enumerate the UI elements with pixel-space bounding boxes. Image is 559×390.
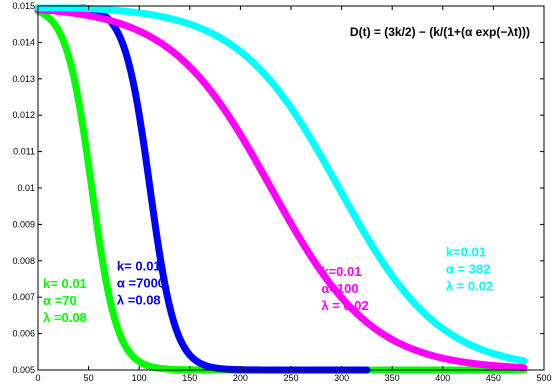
y-tick-label: 0.008 xyxy=(12,256,35,266)
annotations-layer: k= 0.01 α =70 λ =0.08 k= 0.01 α =7000 λ =0.08… xyxy=(43,244,493,325)
series-4-annotation-line: λ = 0.02 xyxy=(446,278,493,293)
x-tick-label: 450 xyxy=(486,373,501,383)
y-tick-label: 0.009 xyxy=(12,219,35,229)
x-tick-label: 250 xyxy=(283,373,298,383)
y-tick-label: 0.015 xyxy=(12,1,35,11)
x-tick-label: 400 xyxy=(435,373,450,383)
y-tick-label: 0.014 xyxy=(12,37,35,47)
series-2-annotation-line: α =7000 xyxy=(117,276,165,291)
y-tick-label: 0.007 xyxy=(12,292,35,302)
x-tick-label: 50 xyxy=(84,373,94,383)
axes-layer: 0 50 100 150 200 250 300 350 400 450 500 0.005 0.006… xyxy=(12,1,551,383)
series-4-annotation-line: α = 382 xyxy=(446,261,491,276)
y-tick-label: 0.01 xyxy=(17,183,35,193)
series-line-4 xyxy=(34,4,528,365)
series-3-annotation-line: k=0.01 xyxy=(321,264,361,279)
series-1-annotation-line: α =70 xyxy=(43,293,77,308)
x-tick-label: 150 xyxy=(182,373,197,383)
y-tick-label: 0.013 xyxy=(12,74,35,84)
series-4-annotation-line: k=0.01 xyxy=(446,244,486,259)
x-tick-label: 100 xyxy=(132,373,147,383)
series-1-annotation-line: k= 0.01 xyxy=(43,276,87,291)
chart-title: D(t) = (3k/2) − (k/(1+(α exp(−λt))) xyxy=(350,25,530,39)
series-2-annotation-line: k= 0.01 xyxy=(117,259,161,274)
series-2-annotation-line: λ =0.08 xyxy=(117,293,161,308)
y-tick-label: 0.006 xyxy=(12,329,35,339)
y-tick-label: 0.005 xyxy=(12,365,35,375)
x-tick-label: 350 xyxy=(385,373,400,383)
y-tick-label: 0.011 xyxy=(13,147,35,157)
x-tick-label: 500 xyxy=(536,373,551,383)
x-tick-label: 0 xyxy=(35,373,40,383)
plot-background xyxy=(38,6,544,370)
x-tick-label: 200 xyxy=(233,373,248,383)
series-line-3 xyxy=(34,6,528,372)
series-3-annotation-line: λ = 0.02 xyxy=(321,298,368,313)
series-1-annotation-line: λ =0.08 xyxy=(43,310,87,325)
series-3-annotation-line: α=100 xyxy=(321,281,358,296)
x-tick-label: 300 xyxy=(334,373,349,383)
y-tick-label: 0.012 xyxy=(12,110,35,120)
